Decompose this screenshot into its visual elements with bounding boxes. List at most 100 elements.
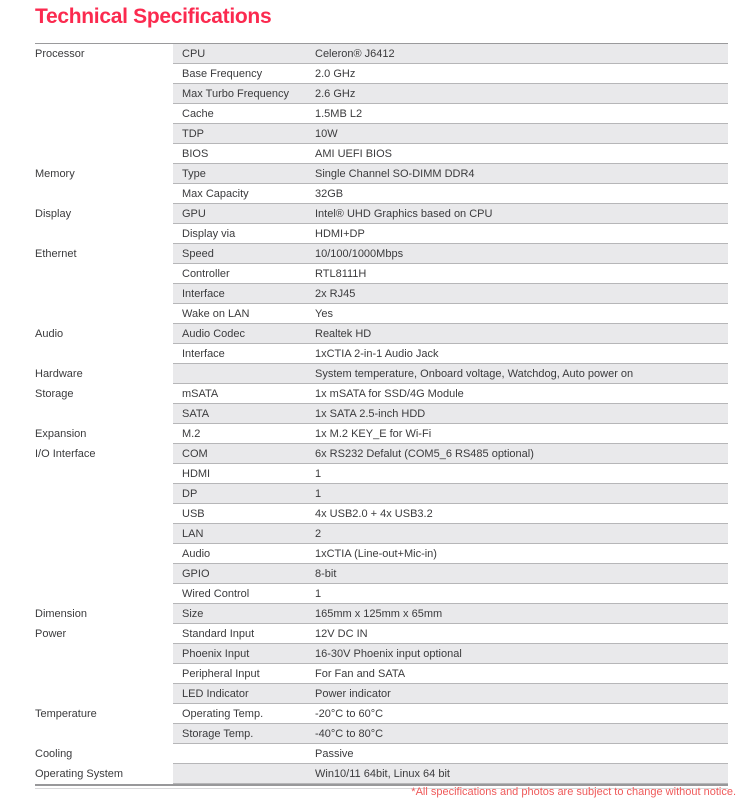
category-cell: Processor: [35, 48, 85, 60]
table-row: Storage mSATA 1x mSATA for SSD/4G Module: [35, 384, 728, 404]
spec-label-cell: Audio: [182, 547, 211, 560]
category-cell: [35, 124, 173, 144]
spec-value-cell: 12V DC IN: [315, 627, 368, 640]
spec-value-cell: 6x RS232 Defalut (COM5_6 RS485 optional): [315, 447, 534, 460]
table-row: Operating System Win10/11 64bit, Linux 6…: [35, 764, 728, 784]
row-band: COM 6x RS232 Defalut (COM5_6 RS485 optio…: [173, 444, 728, 464]
table-row: Storage Temp. -40°C to 80°C: [35, 724, 728, 744]
table-row: HDMI 1: [35, 464, 728, 484]
spec-value-cell: -40°C to 80°C: [315, 727, 384, 740]
row-band: System temperature, Onboard voltage, Wat…: [173, 364, 728, 384]
spec-value-cell: 2.6 GHz: [315, 87, 356, 100]
spec-label-cell: SATA: [182, 407, 210, 420]
category-cell: Temperature: [35, 708, 97, 720]
category-cell: Cooling: [35, 748, 73, 760]
table-row: Peripheral Input For Fan and SATA: [35, 664, 728, 684]
table-row: Wired Control 1: [35, 584, 728, 604]
category-cell: [35, 224, 173, 244]
row-band: M.2 1x M.2 KEY_E for Wi-Fi: [173, 424, 728, 444]
row-band: Controller RTL8111H: [173, 264, 728, 284]
row-band: Size 165mm x 125mm x 65mm: [173, 604, 728, 624]
table-row: Audio Audio Codec Realtek HD: [35, 324, 728, 344]
category-cell: Storage: [35, 388, 74, 400]
category-cell: [35, 64, 173, 84]
category-cell: Operating System: [35, 768, 124, 780]
spec-value-cell: System temperature, Onboard voltage, Wat…: [315, 367, 634, 380]
row-band: GPIO 8-bit: [173, 564, 728, 584]
table-row: Hardware System temperature, Onboard vol…: [35, 364, 728, 384]
row-band: Passive: [173, 744, 728, 764]
row-band: GPU Intel® UHD Graphics based on CPU: [173, 204, 728, 224]
category-cell: [35, 544, 173, 564]
row-band: Speed 10/100/1000Mbps: [173, 244, 728, 264]
spec-label-cell: M.2: [182, 427, 201, 440]
table-row: USB 4x USB2.0 + 4x USB3.2: [35, 504, 728, 524]
category-cell: [35, 464, 173, 484]
spec-value-cell: RTL8111H: [315, 267, 367, 280]
table-row: Wake on LAN Yes: [35, 304, 728, 324]
table-row: Interface 2x RJ45: [35, 284, 728, 304]
spec-label-cell: GPIO: [182, 567, 210, 580]
spec-label-cell: Phoenix Input: [182, 647, 250, 660]
spec-value-cell: AMI UEFI BIOS: [315, 147, 393, 160]
row-band: LAN 2: [173, 524, 728, 544]
category-cell: Hardware: [35, 368, 83, 380]
category-cell: I/O Interface: [35, 448, 96, 460]
spec-label-cell: Wired Control: [182, 587, 250, 600]
table-row: Display GPU Intel® UHD Graphics based on…: [35, 204, 728, 224]
spec-label-cell: TDP: [182, 127, 204, 140]
spec-value-cell: Single Channel SO-DIMM DDR4: [315, 167, 475, 180]
table-row: LAN 2: [35, 524, 728, 544]
footer-disclaimer: *All specifications and photos are subje…: [411, 786, 736, 798]
row-band: Audio Codec Realtek HD: [173, 324, 728, 344]
row-band: LED Indicator Power indicator: [173, 684, 728, 704]
row-band: Wake on LAN Yes: [173, 304, 728, 324]
category-cell: Ethernet: [35, 248, 77, 260]
row-band: Wired Control 1: [173, 584, 728, 604]
spec-value-cell: 1: [315, 587, 322, 600]
spec-label-cell: BIOS: [182, 147, 209, 160]
row-band: USB 4x USB2.0 + 4x USB3.2: [173, 504, 728, 524]
category-cell: Expansion: [35, 428, 87, 440]
spec-label-cell: USB: [182, 507, 205, 520]
category-cell: [35, 584, 173, 604]
spec-label-cell: Controller: [182, 267, 230, 280]
table-row: Power Standard Input 12V DC IN: [35, 624, 728, 644]
spec-value-cell: 1x mSATA for SSD/4G Module: [315, 387, 464, 400]
table-row: Controller RTL8111H: [35, 264, 728, 284]
row-band: Display via HDMI+DP: [173, 224, 728, 244]
spec-value-cell: 10W: [315, 127, 338, 140]
category-cell: [35, 84, 173, 104]
spec-value-cell: 2.0 GHz: [315, 67, 356, 80]
category-cell: [35, 144, 173, 164]
spec-label-cell: Max Capacity: [182, 187, 249, 200]
row-band: Peripheral Input For Fan and SATA: [173, 664, 728, 684]
table-row: Temperature Operating Temp. -20°C to 60°…: [35, 704, 728, 724]
category-cell: [35, 484, 173, 504]
row-band: CPU Celeron® J6412: [173, 44, 728, 64]
category-cell: Audio: [35, 328, 64, 340]
spec-label-cell: CPU: [182, 47, 206, 60]
table-row: Cache 1.5MB L2: [35, 104, 728, 124]
spec-label-cell: Operating Temp.: [182, 707, 264, 720]
spec-value-cell: Power indicator: [315, 687, 391, 700]
table-row: Audio 1xCTIA (Line-out+Mic-in): [35, 544, 728, 564]
category-cell: [35, 664, 173, 684]
row-band: Win10/11 64bit, Linux 64 bit: [173, 764, 728, 784]
row-band: TDP 10W: [173, 124, 728, 144]
row-band: Operating Temp. -20°C to 60°C: [173, 704, 728, 724]
category-cell: [35, 644, 173, 664]
spec-value-cell: HDMI+DP: [315, 227, 365, 240]
spec-value-cell: Yes: [315, 307, 333, 320]
spec-value-cell: 2: [315, 527, 322, 540]
table-row: Ethernet Speed 10/100/1000Mbps: [35, 244, 728, 264]
row-band: Standard Input 12V DC IN: [173, 624, 728, 644]
category-cell: Memory: [35, 168, 75, 180]
row-band: Base Frequency 2.0 GHz: [173, 64, 728, 84]
spec-value-cell: Realtek HD: [315, 327, 372, 340]
spec-label-cell: Storage Temp.: [182, 727, 254, 740]
table-row: Memory Type Single Channel SO-DIMM DDR4: [35, 164, 728, 184]
table-row: SATA 1x SATA 2.5-inch HDD: [35, 404, 728, 424]
spec-value-cell: 8-bit: [315, 567, 337, 580]
category-cell: [35, 184, 173, 204]
